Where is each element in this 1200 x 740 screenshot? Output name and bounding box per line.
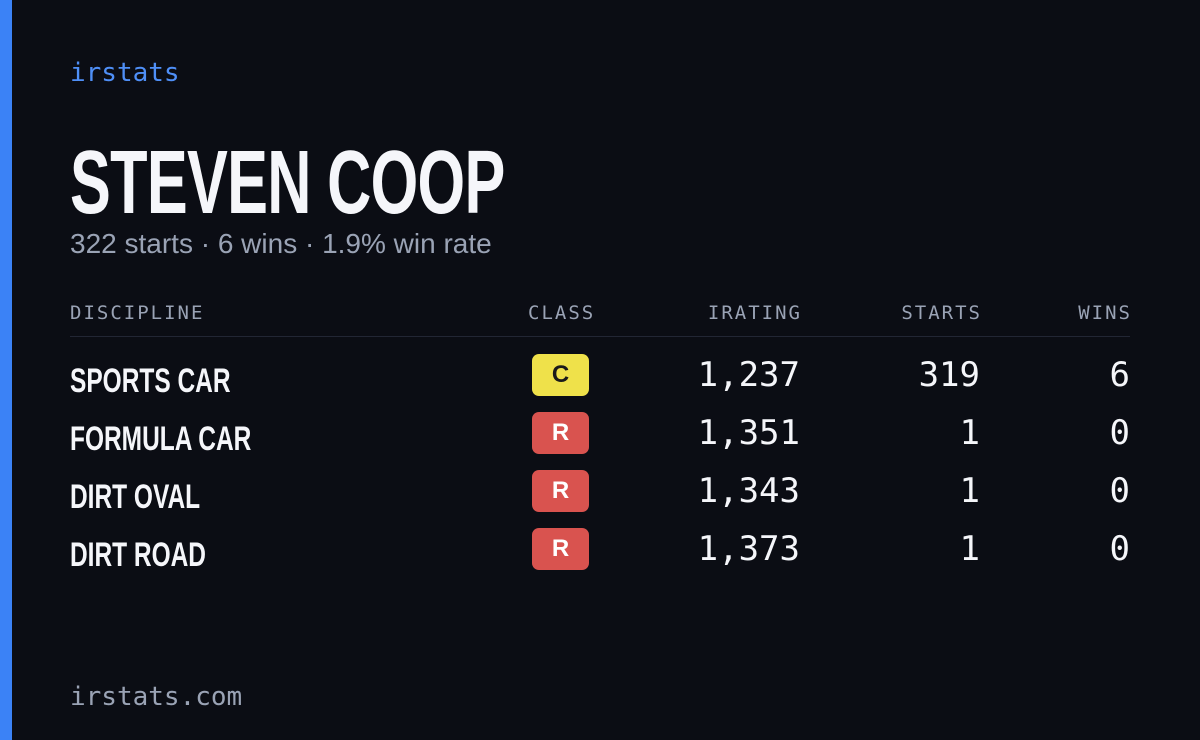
class-badge: R: [532, 528, 589, 570]
class-badge: C: [532, 354, 589, 396]
starts: 1: [959, 413, 980, 453]
column-header: IRATING: [707, 302, 802, 324]
starts: 1: [959, 529, 980, 569]
wins: 0: [1109, 529, 1130, 569]
profile-name: STEVEN COOP: [70, 133, 505, 233]
class-badge: R: [532, 412, 589, 454]
brand: irstats: [70, 58, 180, 88]
header-rule: [70, 336, 1130, 337]
column-header: DISCIPLINE: [70, 302, 205, 324]
class-badge: R: [532, 470, 589, 512]
irating: 1,373: [697, 529, 800, 569]
wins: 0: [1109, 471, 1130, 511]
starts: 1: [959, 471, 980, 511]
irating: 1,237: [697, 355, 800, 395]
discipline: FORMULA CAR: [70, 420, 252, 458]
footer-url: irstats.com: [70, 682, 243, 712]
discipline: DIRT OVAL: [70, 478, 201, 516]
column-header: STARTS: [901, 302, 982, 324]
accent-bar: [0, 0, 12, 740]
wins: 6: [1109, 355, 1130, 395]
wins: 0: [1109, 413, 1130, 453]
starts: 319: [918, 355, 980, 395]
column-header: CLASS: [528, 302, 596, 324]
column-header: WINS: [1078, 302, 1132, 324]
discipline: SPORTS CAR: [70, 362, 231, 400]
discipline: DIRT ROAD: [70, 536, 207, 574]
profile-summary: 322 starts · 6 wins · 1.9% win rate: [70, 228, 492, 259]
irating: 1,351: [697, 413, 800, 453]
irating: 1,343: [697, 471, 800, 511]
